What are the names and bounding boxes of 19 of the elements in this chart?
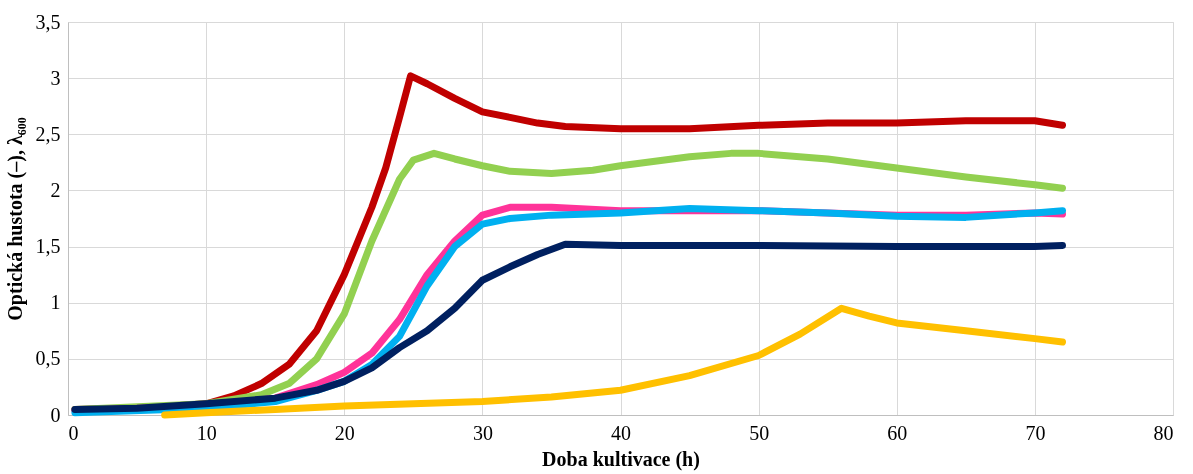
x-tick-label: 20 <box>334 421 355 444</box>
x-tick-label: 40 <box>611 421 631 444</box>
y-tick-label: 3 <box>50 66 61 89</box>
y-tick-label: 1 <box>50 291 61 314</box>
y-tick-label: 2,5 <box>35 122 61 145</box>
x-tick-label: 10 <box>196 421 217 444</box>
x-tick-label: 80 <box>1153 421 1174 444</box>
x-axis-title: Doba kultivace (h) <box>542 447 700 471</box>
x-tick-label: 70 <box>1025 421 1046 444</box>
y-tick-label: 3,5 <box>35 10 61 33</box>
y-tick-label: 0 <box>50 403 61 426</box>
y-tick-label: 1,5 <box>35 235 61 258</box>
x-tick-label: 60 <box>887 421 908 444</box>
y-axis-title: Optická hustota (–), λ₆₀₀ <box>3 117 27 321</box>
x-tick-label: 0 <box>68 421 79 444</box>
y-tick-label: 2 <box>50 178 61 201</box>
x-tick-label: 30 <box>472 421 493 444</box>
x-tick-label: 50 <box>749 421 770 444</box>
y-tick-label: 0,5 <box>35 347 61 370</box>
